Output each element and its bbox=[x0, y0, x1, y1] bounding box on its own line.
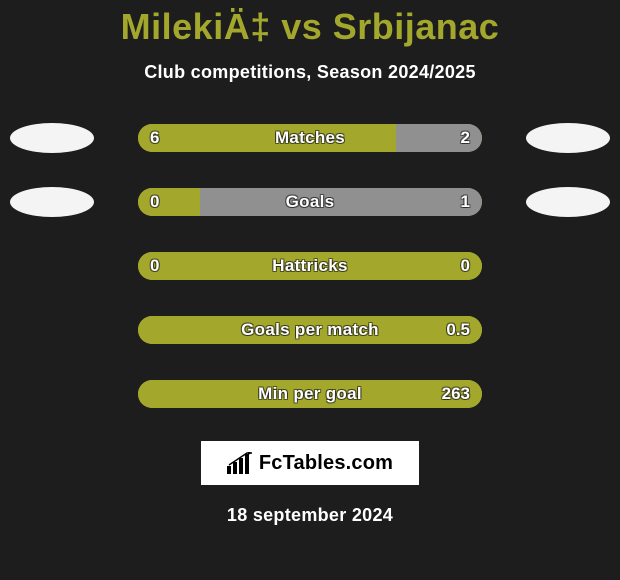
stat-label: Hattricks bbox=[138, 252, 482, 280]
bar-chart-icon bbox=[227, 452, 253, 474]
page-subtitle: Club competitions, Season 2024/2025 bbox=[144, 62, 476, 83]
stat-bar: 00Hattricks bbox=[138, 252, 482, 280]
team-badge-left bbox=[10, 187, 94, 217]
stats-list: 62Matches 01Goals 00Hattricks 0.5Goals per … bbox=[0, 115, 620, 417]
stat-bar: 01Goals bbox=[138, 188, 482, 216]
footer-brand[interactable]: FcTables.com bbox=[227, 452, 393, 475]
page-title: MilekiÄ‡ vs Srbijanac bbox=[121, 6, 500, 48]
stat-label: Goals bbox=[138, 188, 482, 216]
stat-bar: 62Matches bbox=[138, 124, 482, 152]
stat-label: Goals per match bbox=[138, 316, 482, 344]
stat-label: Min per goal bbox=[138, 380, 482, 408]
date-text: 18 september 2024 bbox=[227, 505, 393, 526]
stat-row: 01Goals bbox=[0, 179, 620, 225]
stat-row: 00Hattricks bbox=[0, 243, 620, 289]
stat-label: Matches bbox=[138, 124, 482, 152]
stat-bar: 263Min per goal bbox=[138, 380, 482, 408]
stat-bar: 0.5Goals per match bbox=[138, 316, 482, 344]
stat-row: 263Min per goal bbox=[0, 371, 620, 417]
team-badge-left bbox=[10, 123, 94, 153]
comparison-card: MilekiÄ‡ vs Srbijanac Club competitions,… bbox=[0, 0, 620, 580]
team-badge-right bbox=[526, 187, 610, 217]
team-badge-right bbox=[526, 123, 610, 153]
stat-row: 62Matches bbox=[0, 115, 620, 161]
footer-brand-text: FcTables.com bbox=[259, 452, 393, 475]
footer-brand-box: FcTables.com bbox=[201, 441, 419, 485]
stat-row: 0.5Goals per match bbox=[0, 307, 620, 353]
